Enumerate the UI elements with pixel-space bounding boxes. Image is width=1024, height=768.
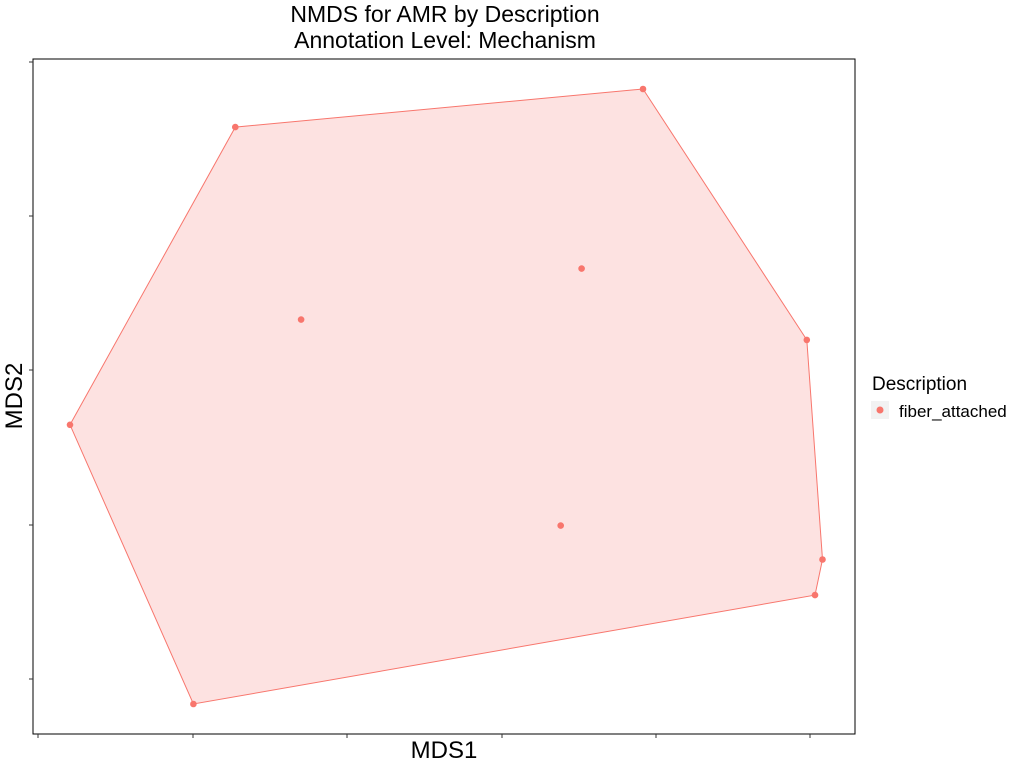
chart-title-line-2: Annotation Level: Mechanism <box>294 27 596 53</box>
y-axis-ticks <box>29 61 33 680</box>
chart-title: NMDS for AMR by Description Annotation L… <box>290 1 599 53</box>
y-axis-label: MDS2 <box>1 363 28 430</box>
chart-title-line-1: NMDS for AMR by Description <box>290 1 599 27</box>
data-point <box>297 316 305 323</box>
legend: Description fiber_attached <box>871 374 1007 421</box>
data-point <box>578 265 585 272</box>
data-point <box>639 85 647 93</box>
data-point <box>811 591 819 599</box>
legend-title: Description <box>872 374 967 395</box>
data-point <box>557 522 564 529</box>
data-point <box>190 700 197 708</box>
data-point <box>66 421 74 429</box>
legend-key-marker <box>876 406 884 414</box>
x-axis-ticks <box>37 734 811 738</box>
data-point <box>803 336 811 344</box>
hull-layer <box>69 88 824 705</box>
hull-polygon <box>69 88 824 705</box>
legend-label-fiber-attached: fiber_attached <box>899 402 1007 421</box>
points-layer <box>66 85 826 708</box>
data-point <box>819 556 826 563</box>
data-point <box>232 123 239 131</box>
x-axis-label: MDS1 <box>411 737 478 764</box>
